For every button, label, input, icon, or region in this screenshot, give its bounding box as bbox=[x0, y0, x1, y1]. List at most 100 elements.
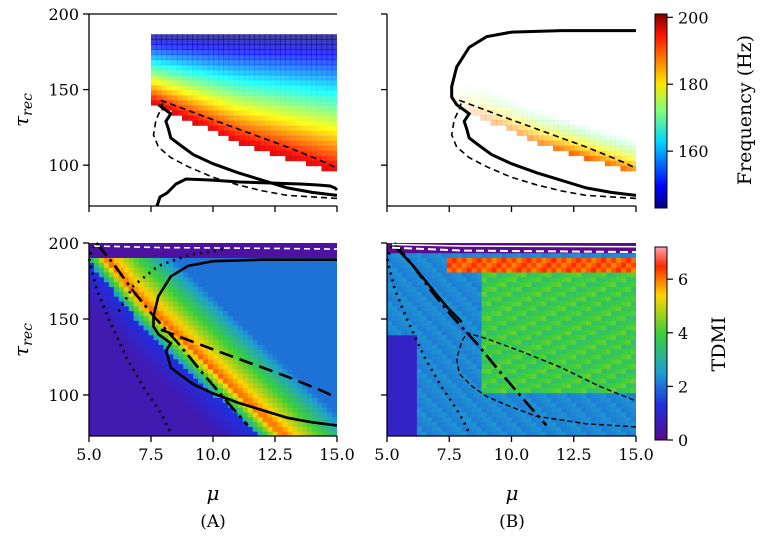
heatmap-cell bbox=[451, 296, 458, 302]
heatmap-cell bbox=[254, 94, 261, 101]
heatmap-cell bbox=[222, 286, 229, 292]
heatmap-cell bbox=[193, 416, 199, 423]
heatmap-cell bbox=[611, 291, 617, 297]
heatmap-cell bbox=[536, 392, 542, 398]
heatmap-cell bbox=[297, 421, 303, 427]
heatmap-cell bbox=[596, 387, 602, 394]
heatmap-cell bbox=[138, 257, 145, 263]
heatmap-cell bbox=[275, 115, 281, 121]
heatmap-cell bbox=[591, 339, 597, 345]
heatmap-cell bbox=[576, 402, 582, 408]
heatmap-cell bbox=[392, 354, 398, 360]
heatmap-cell bbox=[153, 373, 160, 379]
heatmap-cell bbox=[451, 368, 458, 374]
heatmap-cell bbox=[506, 329, 513, 336]
heatmap-cell bbox=[571, 387, 577, 394]
heatmap-cell bbox=[626, 407, 632, 413]
heatmap-cell bbox=[426, 320, 433, 326]
heatmap-cell bbox=[232, 416, 239, 423]
heatmap-cell bbox=[176, 89, 183, 96]
heatmap-cell bbox=[506, 363, 513, 369]
heatmap-cell bbox=[290, 155, 297, 162]
heatmap-cell bbox=[213, 243, 219, 249]
heatmap-cell bbox=[138, 305, 145, 312]
heatmap-cell bbox=[321, 160, 328, 167]
heatmap-cell bbox=[213, 305, 219, 312]
heatmap-cell bbox=[481, 262, 488, 268]
heatmap-cell bbox=[606, 354, 612, 360]
heatmap-cell bbox=[171, 59, 178, 66]
heatmap-cell bbox=[238, 89, 245, 96]
heatmap-cell bbox=[173, 325, 179, 331]
heatmap-cell bbox=[566, 252, 572, 258]
heatmap-cell bbox=[596, 320, 602, 326]
heatmap-cell bbox=[108, 392, 115, 398]
heatmap-cell bbox=[307, 378, 313, 384]
heatmap-cell bbox=[576, 411, 582, 418]
heatmap-cell bbox=[626, 392, 632, 398]
heatmap-cell bbox=[242, 271, 249, 278]
heatmap-cell bbox=[401, 368, 408, 374]
heatmap-cell bbox=[506, 310, 513, 316]
heatmap-cell bbox=[202, 104, 209, 111]
heatmap-cell bbox=[446, 315, 453, 321]
heatmap-cell bbox=[511, 115, 518, 121]
heatmap-cell bbox=[133, 257, 140, 263]
heatmap-cell bbox=[183, 349, 189, 355]
heatmap-cell bbox=[461, 431, 468, 436]
heatmap-cell bbox=[331, 79, 337, 86]
heatmap-cell bbox=[601, 378, 607, 384]
heatmap-cell bbox=[198, 392, 204, 398]
heatmap-cell bbox=[94, 296, 100, 302]
heatmap-cell bbox=[516, 378, 523, 384]
heatmap-cell bbox=[596, 339, 602, 345]
heatmap-cell bbox=[470, 89, 476, 96]
heatmap-cell bbox=[173, 329, 179, 336]
heatmap-cell bbox=[521, 411, 528, 418]
heatmap-cell bbox=[302, 291, 308, 297]
heatmap-cell bbox=[153, 387, 160, 394]
heatmap-cell bbox=[113, 411, 120, 418]
heatmap-cell bbox=[198, 411, 204, 418]
heatmap-cell bbox=[431, 286, 438, 292]
heatmap-cell bbox=[536, 344, 542, 350]
heatmap-cell bbox=[326, 115, 333, 121]
heatmap-cell bbox=[316, 49, 323, 56]
heatmap-cell bbox=[317, 281, 323, 287]
heatmap-cell bbox=[252, 402, 259, 408]
heatmap-cell bbox=[426, 363, 433, 369]
heatmap-cell bbox=[591, 243, 597, 249]
heatmap-cell bbox=[317, 397, 323, 403]
heatmap-cell bbox=[247, 271, 254, 278]
heatmap-cell bbox=[496, 334, 503, 341]
heatmap-cell bbox=[537, 135, 544, 141]
heatmap-cell bbox=[307, 281, 313, 287]
heatmap-cell bbox=[161, 99, 168, 106]
heatmap-cell bbox=[280, 74, 286, 81]
heatmap-cell bbox=[178, 358, 184, 365]
heatmap-cell bbox=[551, 271, 557, 278]
heatmap-cell bbox=[416, 344, 423, 350]
heatmap-cell bbox=[397, 310, 403, 316]
heatmap-cell bbox=[631, 329, 636, 336]
heatmap-cell bbox=[586, 421, 592, 427]
heatmap-cell bbox=[326, 69, 333, 76]
heatmap-cell bbox=[277, 407, 284, 413]
heatmap-cell bbox=[188, 320, 194, 326]
heatmap-cell bbox=[188, 416, 194, 423]
heatmap-cell bbox=[601, 339, 607, 345]
heatmap-cell bbox=[98, 431, 105, 436]
heatmap-cell bbox=[153, 411, 160, 418]
heatmap-cell bbox=[331, 155, 337, 162]
heatmap-cell bbox=[551, 402, 557, 408]
heatmap-cell bbox=[285, 64, 292, 71]
heatmap-cell bbox=[306, 160, 312, 167]
heatmap-cell bbox=[426, 358, 433, 365]
heatmap-cell bbox=[237, 262, 244, 268]
heatmap-cell bbox=[198, 325, 204, 331]
heatmap-cell bbox=[232, 305, 239, 312]
heatmap-cell bbox=[123, 267, 130, 273]
heatmap-cell bbox=[188, 378, 194, 384]
heatmap-cell bbox=[262, 363, 269, 369]
heatmap-cell bbox=[566, 344, 572, 350]
